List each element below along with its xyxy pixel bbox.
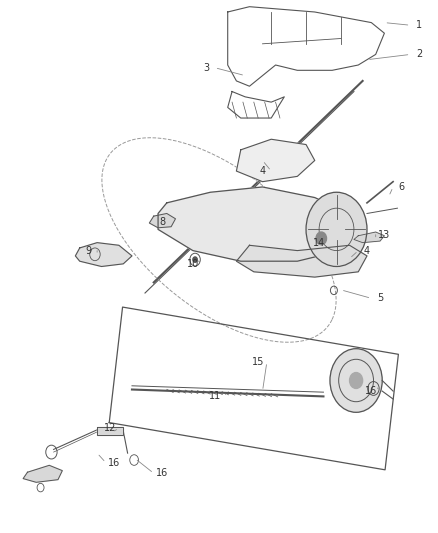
- Text: 3: 3: [203, 63, 209, 72]
- Text: 8: 8: [159, 217, 166, 228]
- Text: 16: 16: [365, 386, 378, 396]
- Polygon shape: [97, 426, 123, 435]
- Text: 16: 16: [109, 458, 121, 467]
- Text: 6: 6: [399, 182, 405, 192]
- Text: 4: 4: [364, 246, 370, 256]
- Polygon shape: [237, 139, 315, 182]
- Text: 4: 4: [259, 166, 265, 176]
- Text: 12: 12: [104, 423, 117, 433]
- Text: 13: 13: [378, 230, 391, 240]
- Text: 11: 11: [208, 391, 221, 401]
- Circle shape: [350, 373, 363, 389]
- Polygon shape: [23, 465, 62, 482]
- Text: 15: 15: [252, 357, 265, 367]
- Polygon shape: [158, 187, 358, 261]
- Circle shape: [316, 232, 326, 245]
- Polygon shape: [149, 214, 176, 228]
- Text: 2: 2: [416, 50, 422, 59]
- Text: 1: 1: [416, 20, 422, 30]
- Circle shape: [193, 257, 197, 262]
- Text: 5: 5: [377, 293, 383, 303]
- Text: 14: 14: [313, 238, 325, 248]
- Text: 16: 16: [156, 469, 169, 478]
- Circle shape: [306, 192, 367, 266]
- Text: 9: 9: [85, 246, 92, 256]
- Polygon shape: [237, 245, 367, 277]
- Polygon shape: [354, 232, 385, 243]
- Circle shape: [330, 349, 382, 413]
- Polygon shape: [75, 243, 132, 266]
- Text: 10: 10: [187, 259, 199, 269]
